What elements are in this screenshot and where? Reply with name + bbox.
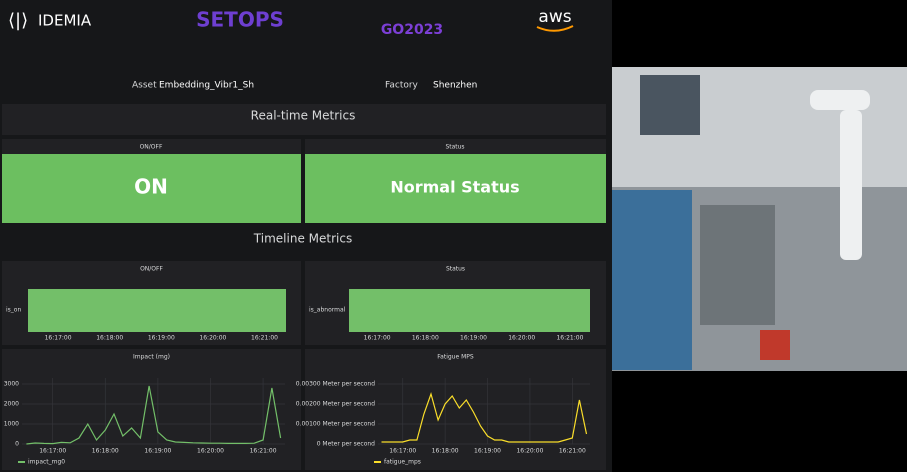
section-row — [2, 104, 606, 135]
stat-bg — [2, 154, 301, 223]
x-tick-label: 16:21:00 — [250, 448, 277, 455]
logo-idemia: IDEMIA — [38, 12, 92, 30]
aws-smile — [536, 25, 574, 32]
y-tick-label: 0.00100 Meter per second — [296, 421, 375, 428]
video-screen — [640, 75, 700, 135]
stat-value: Normal Status — [390, 178, 519, 197]
panel-title: ON/OFF — [140, 266, 163, 273]
x-tick-label: 16:21:00 — [559, 448, 586, 455]
legend-swatch — [18, 461, 25, 463]
section-title[interactable]: Timeline Metrics — [253, 232, 352, 246]
x-tick-label: 16:17:00 — [39, 448, 66, 455]
logo-mark: ⟨|⟩ — [8, 10, 28, 31]
logo-go2023: GO2023 — [381, 22, 443, 38]
panel-title: Status — [445, 144, 464, 151]
video-machine — [612, 190, 692, 370]
x-tick-label: 16:20:00 — [199, 335, 226, 342]
video-fixture — [700, 205, 775, 325]
state-bar — [349, 289, 590, 332]
chart-panel — [2, 349, 301, 470]
x-tick-label: 16:20:00 — [516, 448, 543, 455]
asset-label: Asset — [132, 81, 157, 91]
video-red-box — [760, 330, 790, 360]
stat-value: ON — [134, 175, 168, 199]
section-title[interactable]: Real-time Metrics — [251, 109, 356, 123]
y-tick-label: 0.00200 Meter per second — [296, 401, 375, 408]
x-tick-label: 16:18:00 — [92, 448, 119, 455]
x-tick-label: 16:21:00 — [556, 335, 583, 342]
row-label: is_on — [6, 307, 21, 314]
asset-value[interactable]: Embedding_Vibr1_Sh — [159, 81, 254, 91]
chart-title: Fatigue MPS — [437, 354, 474, 361]
y-tick-label: 1000 — [4, 421, 19, 428]
legend-label: impact_mg0 — [28, 459, 65, 466]
x-tick-label: 16:18:00 — [412, 335, 439, 342]
video-robot-arm — [840, 110, 862, 260]
panel-title: ON/OFF — [140, 144, 163, 151]
x-tick-label: 16:17:00 — [364, 335, 391, 342]
stat-bg — [305, 154, 606, 223]
x-tick-label: 16:19:00 — [144, 448, 171, 455]
factory-label: Factory — [385, 81, 419, 91]
x-tick-label: 16:19:00 — [460, 335, 487, 342]
logo-setops: SETOPS — [196, 8, 284, 32]
legend-label: fatigue_mps — [384, 459, 421, 466]
row-label: is_abnormal — [309, 307, 346, 314]
x-tick-label: 16:18:00 — [432, 448, 459, 455]
factory-value[interactable]: Shenzhen — [433, 81, 477, 91]
y-tick-label: 0 Meter per second — [317, 441, 375, 448]
x-tick-label: 16:21:00 — [251, 335, 278, 342]
x-tick-label: 16:19:00 — [148, 335, 175, 342]
x-tick-label: 16:20:00 — [508, 335, 535, 342]
x-tick-label: 16:19:00 — [474, 448, 501, 455]
series-line — [26, 385, 282, 445]
x-tick-label: 16:20:00 — [197, 448, 224, 455]
y-tick-label: 0.00300 Meter per second — [296, 381, 375, 388]
logo-aws: aws — [538, 7, 571, 27]
x-tick-label: 16:17:00 — [45, 335, 72, 342]
legend-swatch — [374, 461, 381, 463]
y-tick-label: 3000 — [4, 381, 19, 388]
video-robot-arm — [810, 90, 870, 110]
x-tick-label: 16:18:00 — [96, 335, 123, 342]
series-line — [381, 391, 588, 443]
state-bar — [28, 289, 286, 332]
chart-title: Impact (mg) — [133, 354, 170, 361]
x-tick-label: 16:17:00 — [389, 448, 416, 455]
panel-title: Status — [446, 266, 465, 273]
y-tick-label: 0 — [15, 441, 19, 448]
y-tick-label: 2000 — [4, 401, 19, 408]
chart-panel — [305, 349, 606, 470]
